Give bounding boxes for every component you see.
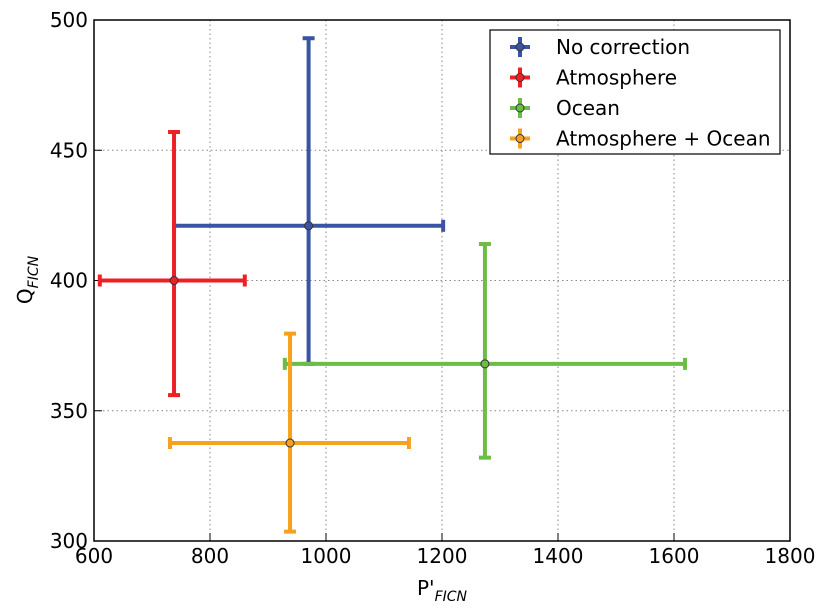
- legend-swatch: [515, 42, 525, 52]
- point: [480, 359, 490, 369]
- y-label-sub: FICN: [26, 255, 42, 288]
- x-tick-label: 1200: [417, 544, 468, 568]
- x-tick-label: 1600: [649, 544, 700, 568]
- point: [304, 221, 314, 231]
- y-tick-label: 450: [50, 138, 88, 162]
- legend-swatch: [515, 73, 525, 82]
- legend: No correction Atmosphere Ocean Atmosphere +…: [489, 29, 781, 155]
- legend-label: Atmosphere: [556, 66, 677, 90]
- point: [169, 276, 179, 285]
- y-tick-label: 400: [50, 269, 88, 293]
- x-tick-label: 1800: [765, 544, 816, 568]
- x-axis-label: P'FICN: [417, 576, 468, 604]
- y-label-main: Q: [13, 288, 37, 304]
- x-label-sub: FICN: [435, 589, 468, 604]
- legend-label: Atmosphere + Ocean: [556, 127, 771, 151]
- y-tick-label: 300: [50, 529, 88, 553]
- plot-frame: [93, 19, 791, 542]
- legend-swatch: [515, 134, 525, 143]
- y-tick-label: 350: [50, 399, 88, 423]
- legend-frame: [489, 29, 781, 155]
- x-tick-label: 800: [191, 544, 229, 568]
- point: [285, 438, 295, 448]
- x-tick-label: 1000: [301, 544, 352, 568]
- y-tick-label: 500: [50, 8, 88, 32]
- legend-label: No correction: [556, 35, 690, 59]
- x-tick-label: 1400: [533, 544, 584, 568]
- legend-label: Ocean: [556, 96, 620, 120]
- legend-swatch: [515, 103, 525, 113]
- x-label-main: P': [417, 576, 435, 600]
- y-axis-label: QFICN: [13, 255, 42, 304]
- x-tick-label: 600: [75, 544, 113, 568]
